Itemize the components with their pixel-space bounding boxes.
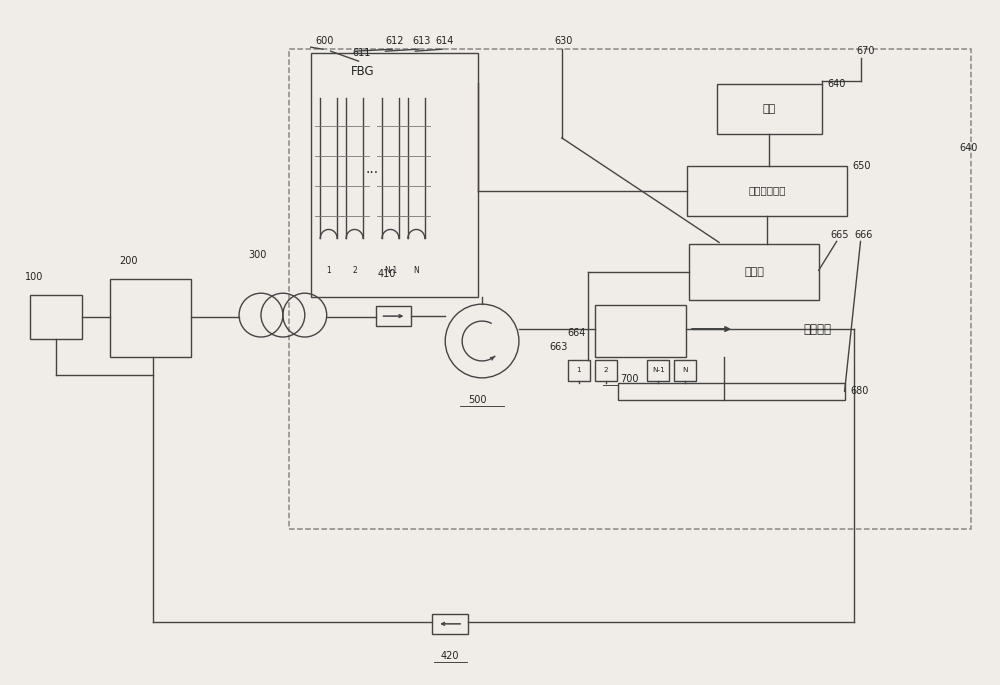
Text: 电源: 电源 — [763, 104, 776, 114]
Text: 680: 680 — [851, 386, 869, 397]
Text: ···: ··· — [366, 166, 379, 179]
Bar — [595, 305, 686, 357]
Bar — [376, 306, 411, 326]
Bar — [674, 360, 696, 381]
Bar — [689, 245, 819, 300]
Text: 200: 200 — [120, 256, 138, 266]
Text: FBG: FBG — [351, 64, 374, 77]
Text: 612: 612 — [385, 36, 404, 46]
Bar — [717, 84, 822, 134]
Text: 1: 1 — [326, 266, 331, 275]
Bar — [289, 49, 971, 530]
Text: N-1: N-1 — [652, 367, 665, 373]
Text: N-1: N-1 — [384, 266, 397, 275]
Text: 666: 666 — [855, 230, 873, 240]
Text: 2: 2 — [352, 266, 357, 275]
Bar — [647, 360, 669, 381]
Text: 613: 613 — [412, 36, 431, 46]
Text: 670: 670 — [857, 46, 875, 56]
Text: 611: 611 — [353, 48, 371, 58]
Text: 640: 640 — [960, 142, 978, 153]
Text: 650: 650 — [853, 161, 871, 171]
Text: N: N — [413, 266, 419, 275]
Text: N: N — [682, 367, 688, 373]
Text: 665: 665 — [831, 230, 849, 240]
Text: 664: 664 — [568, 328, 586, 338]
Text: 420: 420 — [441, 651, 459, 661]
Bar — [432, 614, 468, 634]
Text: 300: 300 — [248, 250, 266, 260]
Text: 压电陶瓷驱动: 压电陶瓷驱动 — [748, 186, 786, 196]
Bar — [568, 360, 590, 381]
Bar — [30, 295, 82, 339]
Bar — [110, 279, 191, 357]
Text: 2: 2 — [603, 367, 608, 373]
Text: 640: 640 — [828, 79, 846, 89]
Text: 1: 1 — [576, 367, 581, 373]
Bar — [311, 53, 478, 297]
Text: 100: 100 — [25, 272, 43, 282]
Bar — [687, 166, 847, 216]
Text: 614: 614 — [435, 36, 454, 46]
Bar — [595, 360, 617, 381]
Text: 500: 500 — [468, 395, 486, 405]
Text: 630: 630 — [555, 36, 573, 46]
Bar — [618, 383, 845, 400]
Text: 410: 410 — [377, 269, 396, 279]
Text: 700: 700 — [620, 374, 639, 384]
Text: 控制器: 控制器 — [744, 267, 764, 277]
Text: 600: 600 — [316, 36, 334, 46]
Text: 663: 663 — [550, 342, 568, 352]
Text: 激光输出: 激光输出 — [804, 323, 832, 336]
